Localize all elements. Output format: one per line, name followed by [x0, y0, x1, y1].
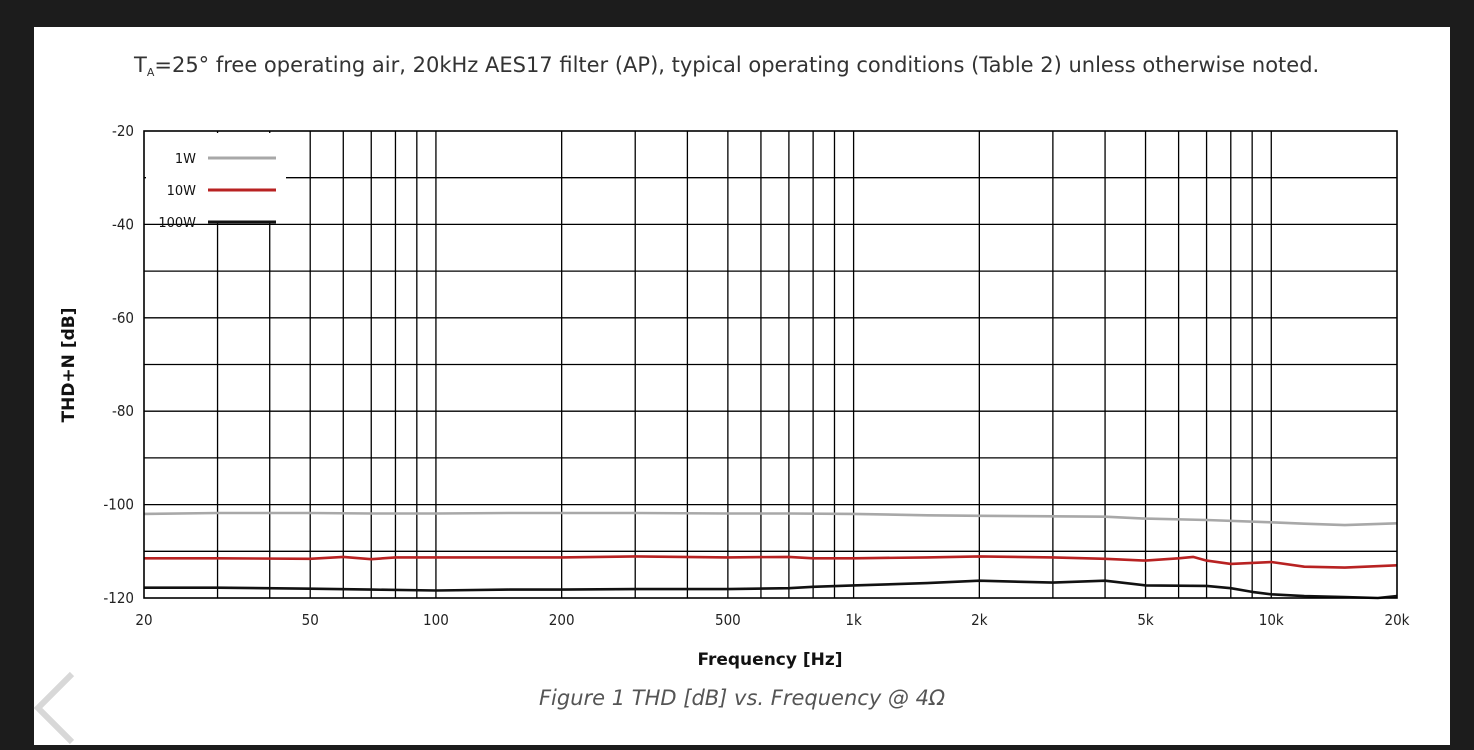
- y-tick-label: -60: [112, 309, 134, 327]
- y-tick-label: -80: [112, 402, 134, 420]
- legend: 1W 10W 100W: [146, 133, 286, 231]
- legend-label: 1W: [175, 152, 196, 167]
- series-line-10w: [144, 555, 1398, 569]
- series-line-100w: [144, 579, 1398, 600]
- x-axis-title: Frequency [Hz]: [697, 650, 842, 670]
- x-tick-label: 50: [302, 611, 319, 629]
- chevron-left-icon: [33, 671, 75, 745]
- series-lines: [143, 511, 1398, 600]
- x-tick-label: 1k: [845, 611, 862, 629]
- figure-caption: Figure 1 THD [dB] vs. Frequency @ 4Ω: [539, 686, 945, 710]
- x-tick-label: 2k: [971, 611, 988, 629]
- x-tick-label: 20k: [1385, 611, 1410, 629]
- x-tick-label: 10k: [1259, 611, 1284, 629]
- x-tick-label: 100: [423, 611, 449, 629]
- y-axis-title: THD+N [dB]: [59, 308, 79, 423]
- operating-conditions-text: TA=25° free operating air, 20kHz AES17 f…: [133, 53, 1319, 79]
- legend-box: [146, 133, 286, 223]
- legend-label: 10W: [167, 184, 197, 199]
- plot-frame: [143, 130, 1398, 599]
- y-tick-label: -100: [103, 496, 134, 514]
- x-tick-label: 20: [135, 611, 152, 629]
- grid: [144, 131, 1397, 598]
- y-tick-label: -20: [112, 122, 134, 140]
- y-tick-label: -120: [103, 589, 134, 607]
- y-tick-label: -40: [112, 215, 134, 233]
- series-line-1w: [143, 511, 1398, 527]
- y-tick-labels: -20 -40 -60 -80 -100 -120: [103, 122, 134, 607]
- lightbox-panel: TA=25° free operating air, 20kHz AES17 f…: [34, 27, 1450, 745]
- x-tick-label: 5k: [1137, 611, 1154, 629]
- x-tick-labels: 20 50 100 200 500 1k 2k 5k 10k 20k: [135, 611, 1409, 629]
- legend-label: 100W: [158, 216, 196, 231]
- thd-frequency-chart: TA=25° free operating air, 20kHz AES17 f…: [59, 53, 1410, 710]
- x-tick-label: 500: [715, 611, 741, 629]
- previous-image-button[interactable]: [30, 668, 90, 745]
- x-tick-label: 200: [549, 611, 575, 629]
